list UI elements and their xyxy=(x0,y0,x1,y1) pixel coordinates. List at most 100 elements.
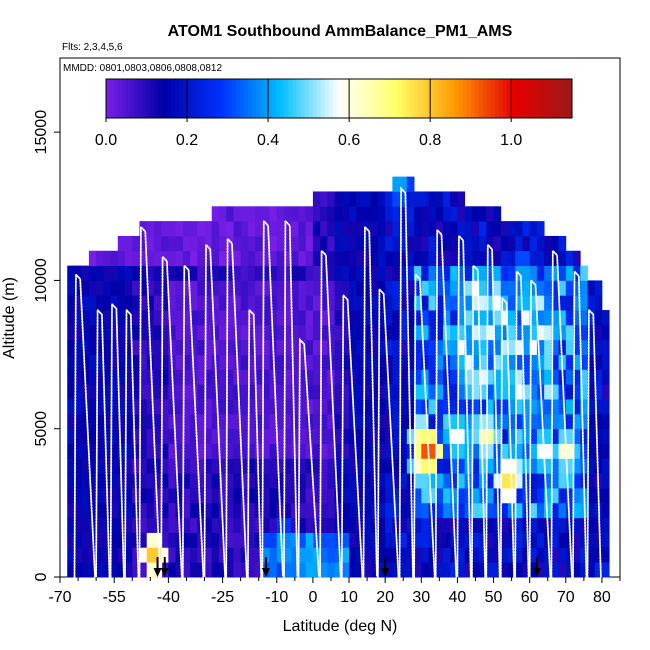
heatmap-cell xyxy=(233,443,242,459)
heatmap-cell xyxy=(204,295,213,311)
heatmap-cell xyxy=(479,206,487,222)
heatmap-cell xyxy=(558,265,567,281)
heatmap-cell xyxy=(457,547,466,563)
heatmap-cell xyxy=(594,399,603,415)
heatmap-cell xyxy=(356,191,364,207)
heatmap-cell xyxy=(399,221,408,237)
heatmap-cell xyxy=(125,339,133,355)
heatmap-cell xyxy=(96,280,104,296)
heatmap-cell xyxy=(551,295,559,311)
heatmap-cell xyxy=(298,473,307,489)
heatmap-cell xyxy=(175,562,184,578)
heatmap-cell xyxy=(508,413,516,430)
heatmap-cell xyxy=(182,502,191,519)
heatmap-cell xyxy=(594,339,603,355)
heatmap-cell xyxy=(197,428,205,444)
heatmap-cell xyxy=(320,502,328,519)
colorbar-segment xyxy=(134,79,139,118)
heatmap-cell xyxy=(356,310,364,326)
heatmap-cell xyxy=(414,250,422,266)
heatmap-cell xyxy=(247,324,256,341)
colorbar-segment xyxy=(146,79,152,118)
heatmap-cell xyxy=(190,413,198,430)
heatmap-cell xyxy=(363,206,372,222)
heatmap-cell xyxy=(284,428,292,444)
y-tick-label: 5000 xyxy=(33,411,50,447)
x-tick-label: 30 xyxy=(412,589,430,606)
heatmap-cell xyxy=(218,280,227,296)
heatmap-cell xyxy=(247,369,256,385)
heatmap-cell xyxy=(450,473,458,489)
heatmap-cell xyxy=(74,265,83,281)
heatmap-cell xyxy=(211,235,220,252)
heatmap-cell xyxy=(81,354,90,370)
heatmap-cell xyxy=(327,206,335,222)
heatmap-cell xyxy=(197,339,205,355)
heatmap-cell xyxy=(81,517,90,533)
heatmap-cell xyxy=(493,354,502,370)
heatmap-cell xyxy=(269,384,278,400)
heatmap-cell xyxy=(370,339,379,355)
heatmap-cell xyxy=(601,532,610,548)
heatmap-cell xyxy=(247,295,256,311)
heatmap-cell xyxy=(168,310,177,326)
heatmap-cell xyxy=(457,502,466,519)
heatmap-cell xyxy=(320,488,328,504)
heatmap-cell xyxy=(110,295,119,311)
heatmap-cell xyxy=(486,250,494,266)
heatmap-cell xyxy=(341,369,350,385)
heatmap-cell xyxy=(486,488,494,504)
heatmap-cell xyxy=(486,547,494,563)
heatmap-cell xyxy=(349,324,357,341)
heatmap-cell xyxy=(435,384,444,400)
heatmap-cell xyxy=(67,532,75,548)
heatmap-cell xyxy=(204,221,213,237)
heatmap-cell xyxy=(399,443,408,459)
heatmap-cell xyxy=(594,369,603,385)
colorbar-segment xyxy=(178,79,184,118)
heatmap-cell xyxy=(385,235,393,252)
heatmap-cell xyxy=(392,428,401,444)
colorbar-segment xyxy=(158,79,164,118)
heatmap-cell xyxy=(414,517,422,533)
heatmap-cell xyxy=(132,532,140,548)
flight-profile-line xyxy=(514,269,530,578)
heatmap-cell xyxy=(182,458,191,474)
heatmap-cell xyxy=(486,532,494,548)
heatmap-cell xyxy=(117,369,126,385)
heatmap-cell xyxy=(399,384,408,400)
heatmap-cell xyxy=(240,413,249,430)
heatmap-cell xyxy=(110,428,119,444)
heatmap-cell xyxy=(276,562,285,578)
flight-profile-line xyxy=(528,278,552,578)
heatmap-cell xyxy=(486,399,494,415)
heatmap-cell xyxy=(74,324,83,341)
heatmap-cell xyxy=(558,443,567,459)
heatmap-cell xyxy=(276,399,285,415)
heatmap-cell xyxy=(327,384,335,400)
heatmap-cell xyxy=(601,428,610,444)
heatmap-cell xyxy=(74,517,83,533)
heatmap-cell xyxy=(146,517,155,533)
heatmap-cell xyxy=(291,354,299,370)
heatmap-cell xyxy=(218,250,227,266)
heatmap-cell xyxy=(551,473,559,489)
heatmap-cell xyxy=(601,339,610,355)
heatmap-cell xyxy=(240,221,249,237)
heatmap-cell xyxy=(558,413,567,430)
heatmap-cell xyxy=(139,295,148,311)
colorbar-segment xyxy=(523,79,528,118)
heatmap-cell xyxy=(117,295,126,311)
heatmap-cell xyxy=(377,473,386,489)
heatmap-cell xyxy=(226,413,234,430)
heatmap-cell xyxy=(435,399,444,415)
heatmap-cell xyxy=(190,221,198,237)
heatmap-cell xyxy=(161,428,169,444)
heatmap-cell xyxy=(88,310,97,326)
heatmap-cell xyxy=(544,458,552,474)
heatmap-cell xyxy=(414,206,422,222)
heatmap-cell xyxy=(471,399,480,415)
heatmap-cell xyxy=(96,384,104,400)
heatmap-cell xyxy=(284,369,292,385)
colorbar-segment xyxy=(478,79,484,118)
